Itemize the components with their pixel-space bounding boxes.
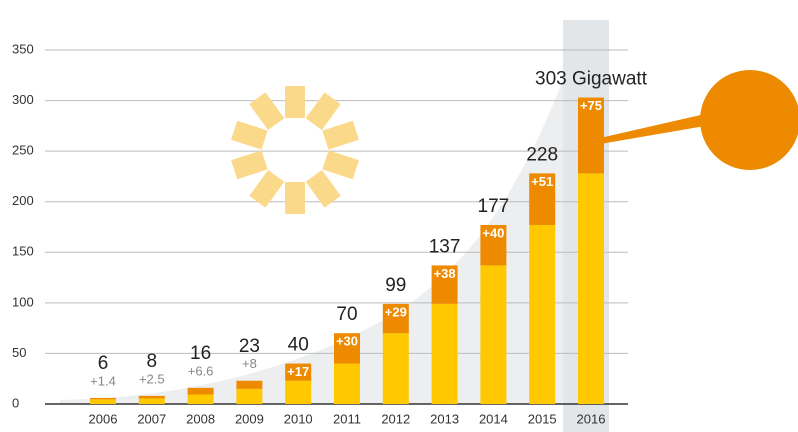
bar-segment xyxy=(529,173,556,225)
x-tick-label: 2007 xyxy=(137,411,166,426)
x-tick-label: 2009 xyxy=(235,411,264,426)
bar-segment xyxy=(529,224,556,404)
y-tick-label: 50 xyxy=(12,345,26,360)
x-tick-label: 2011 xyxy=(333,411,361,426)
total-label: 6 xyxy=(98,353,109,374)
y-tick-label: 350 xyxy=(12,41,34,56)
bar-segment xyxy=(90,397,116,400)
increment-label: +2.5 xyxy=(139,371,165,386)
total-label: 303 Gigawatt xyxy=(535,69,648,90)
y-tick-label: 0 xyxy=(12,395,19,410)
x-tick-label: 2015 xyxy=(528,411,557,426)
total-label: 8 xyxy=(147,351,158,372)
x-tick-label: 2016 xyxy=(577,411,606,426)
bar-segment xyxy=(334,333,360,364)
increment-label: +17 xyxy=(287,364,309,379)
increment-label: +40 xyxy=(482,225,504,240)
total-label: 23 xyxy=(239,336,260,357)
x-tick-label: 2006 xyxy=(89,411,118,426)
increment-label: +6.6 xyxy=(188,363,214,378)
x-tick-label: 2014 xyxy=(479,411,508,426)
increment-label: +30 xyxy=(336,334,358,349)
y-tick-label: 100 xyxy=(12,294,34,309)
x-tick-label: 2010 xyxy=(284,411,313,426)
bars: 2006 +1.46 2007 +2.58 2008 +6.616 2009 +823 2010… xyxy=(89,69,648,427)
sun-icon xyxy=(231,86,359,214)
bar-segment xyxy=(578,173,604,404)
bar-segment xyxy=(285,380,312,404)
bar-segment xyxy=(187,394,214,404)
increment-label: +29 xyxy=(385,304,407,319)
y-tick-label: 300 xyxy=(12,92,34,107)
total-label: 228 xyxy=(526,144,558,165)
total-label: 40 xyxy=(288,335,309,356)
total-label: 99 xyxy=(385,275,406,296)
bar-segment xyxy=(138,395,165,399)
bar-segment xyxy=(285,363,312,381)
bar-segment xyxy=(480,265,507,404)
increment-label: +51 xyxy=(531,174,553,189)
y-tick-label: 250 xyxy=(12,143,34,158)
bar-segment xyxy=(334,363,360,404)
callout-pointer xyxy=(600,114,705,144)
total-label: 16 xyxy=(190,343,211,364)
bar-segment xyxy=(382,303,409,334)
increment-label: +75 xyxy=(580,98,602,113)
total-label: 137 xyxy=(429,236,461,257)
y-tick-label: 150 xyxy=(12,244,34,259)
bar-segment xyxy=(480,224,507,266)
bar-segment xyxy=(431,265,458,304)
increment-label: +38 xyxy=(434,266,456,281)
bar-segment xyxy=(90,399,116,404)
total-label: 70 xyxy=(336,304,357,325)
increment-label: +1.4 xyxy=(90,373,116,388)
bar-segment xyxy=(187,387,214,395)
bar-segment xyxy=(236,380,263,389)
x-tick-label: 2013 xyxy=(430,411,459,426)
x-tick-label: 2008 xyxy=(186,411,215,426)
total-label: 177 xyxy=(478,196,510,217)
callout-circle xyxy=(700,70,798,170)
increment-label: +8 xyxy=(242,356,257,371)
y-tick-label: 200 xyxy=(12,193,34,208)
x-tick-label: 2012 xyxy=(381,411,410,426)
bar-segment xyxy=(578,97,604,174)
bar-segment xyxy=(431,303,458,404)
bar-segment xyxy=(236,388,263,404)
bar-segment xyxy=(382,333,409,404)
bar-segment xyxy=(138,398,165,404)
